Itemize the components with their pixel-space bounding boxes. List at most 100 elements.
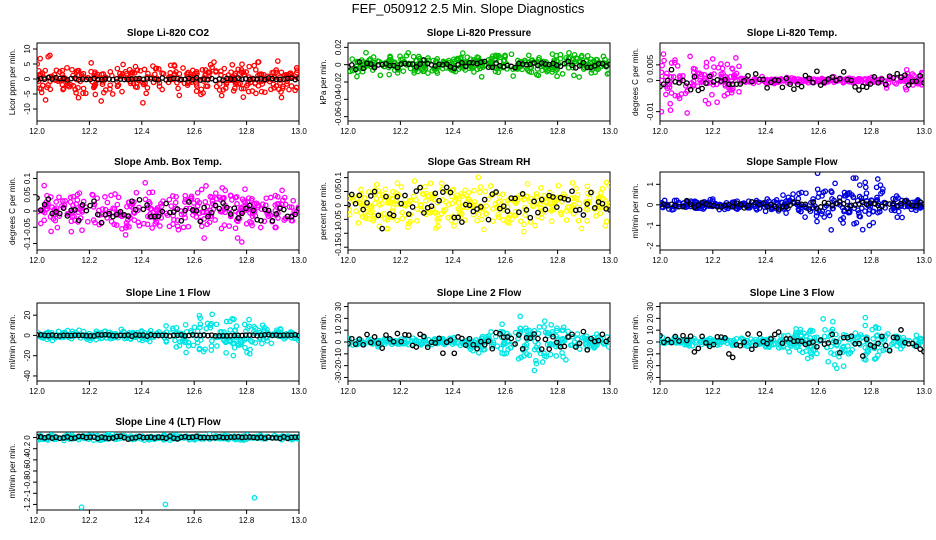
data-point xyxy=(207,69,213,76)
data-point xyxy=(478,216,485,223)
data-point xyxy=(719,65,726,72)
x-tick-label: 12.4 xyxy=(445,127,461,136)
data-point xyxy=(417,201,424,208)
data-point xyxy=(133,189,140,196)
data-point xyxy=(356,59,363,65)
data-point xyxy=(203,83,209,90)
data-point xyxy=(125,213,131,219)
data-point xyxy=(505,220,512,226)
data-point xyxy=(607,336,610,343)
data-point xyxy=(535,62,541,69)
data-point xyxy=(166,196,173,203)
data-point xyxy=(874,176,881,182)
data-point xyxy=(196,312,203,319)
data-point xyxy=(121,335,128,342)
data-point xyxy=(521,221,527,228)
data-point xyxy=(98,332,105,338)
data-point xyxy=(541,318,548,324)
data-point xyxy=(535,72,542,79)
data-points xyxy=(348,49,610,80)
data-point xyxy=(542,329,549,336)
data-point xyxy=(528,69,535,76)
y-tick-label: -0.1 xyxy=(334,226,343,240)
data-point xyxy=(424,344,431,351)
data-point xyxy=(410,53,417,60)
data-point xyxy=(54,224,61,231)
data-point xyxy=(234,235,241,241)
data-point xyxy=(80,90,86,97)
data-point xyxy=(366,215,372,222)
data-point xyxy=(375,340,382,347)
data-point xyxy=(553,339,560,346)
data-point xyxy=(539,67,545,74)
data-point xyxy=(196,345,203,352)
data-point xyxy=(505,346,511,353)
data-point xyxy=(784,345,791,352)
data-point xyxy=(218,92,225,99)
data-point xyxy=(42,67,49,74)
data-point xyxy=(159,208,166,215)
data-point xyxy=(668,339,675,346)
data-point xyxy=(595,337,602,344)
x-tick-label: 13.0 xyxy=(916,127,932,136)
data-point xyxy=(553,333,560,340)
data-point xyxy=(513,212,519,219)
data-point xyxy=(810,199,816,206)
data-point xyxy=(398,338,405,345)
data-point xyxy=(856,182,863,188)
x-tick-label: 12.6 xyxy=(497,387,513,396)
data-point xyxy=(831,351,837,358)
data-point xyxy=(98,71,105,78)
data-point xyxy=(913,343,920,350)
data-point xyxy=(565,328,571,335)
data-point xyxy=(879,189,886,195)
data-point xyxy=(204,203,211,210)
data-point xyxy=(859,226,866,233)
data-point xyxy=(578,52,585,59)
data-point xyxy=(227,332,234,339)
x-tick-label: 12.2 xyxy=(393,387,409,396)
data-point xyxy=(833,338,839,345)
data-point xyxy=(687,333,694,340)
data-point xyxy=(775,329,782,335)
data-point xyxy=(443,61,450,67)
plot-9: Slope Line 3 Flow 12.0 12.2 12.4 12.6 12.8 13.… xyxy=(631,288,932,396)
data-point xyxy=(60,205,67,212)
data-point xyxy=(576,340,583,347)
data-point xyxy=(212,202,219,209)
y-tick-label: -0.4 xyxy=(23,452,32,466)
data-point xyxy=(493,60,499,66)
data-point xyxy=(497,54,503,61)
data-point xyxy=(413,64,420,70)
data-point xyxy=(664,70,670,77)
data-point xyxy=(500,217,507,223)
data-point xyxy=(232,225,239,232)
y-tick-label: -10 xyxy=(646,347,655,359)
x-tick-label: 12.8 xyxy=(239,127,255,136)
data-point xyxy=(73,76,80,83)
data-point xyxy=(536,347,542,354)
data-point xyxy=(677,77,684,83)
data-point xyxy=(98,219,105,226)
data-point xyxy=(454,55,461,62)
data-point xyxy=(156,80,163,86)
data-point xyxy=(599,60,606,67)
data-points xyxy=(660,314,924,372)
data-point xyxy=(242,186,248,193)
data-point xyxy=(853,175,859,181)
data-point xyxy=(892,196,899,203)
data-point xyxy=(795,76,802,83)
data-point xyxy=(264,326,270,333)
y-tick-label: 0 xyxy=(23,208,32,213)
data-point xyxy=(899,197,905,204)
x-tick-label: 12.6 xyxy=(811,387,827,396)
data-point xyxy=(668,66,675,73)
data-point xyxy=(538,196,545,203)
plot-1: Slope Li-820 CO2 12.0 12.2 12.4 12.6 12.8 13.0… xyxy=(8,28,307,136)
data-point xyxy=(535,330,542,337)
data-point xyxy=(748,78,755,85)
data-point xyxy=(580,328,587,335)
data-point xyxy=(223,338,230,345)
data-point xyxy=(481,341,488,348)
data-point xyxy=(490,206,496,212)
